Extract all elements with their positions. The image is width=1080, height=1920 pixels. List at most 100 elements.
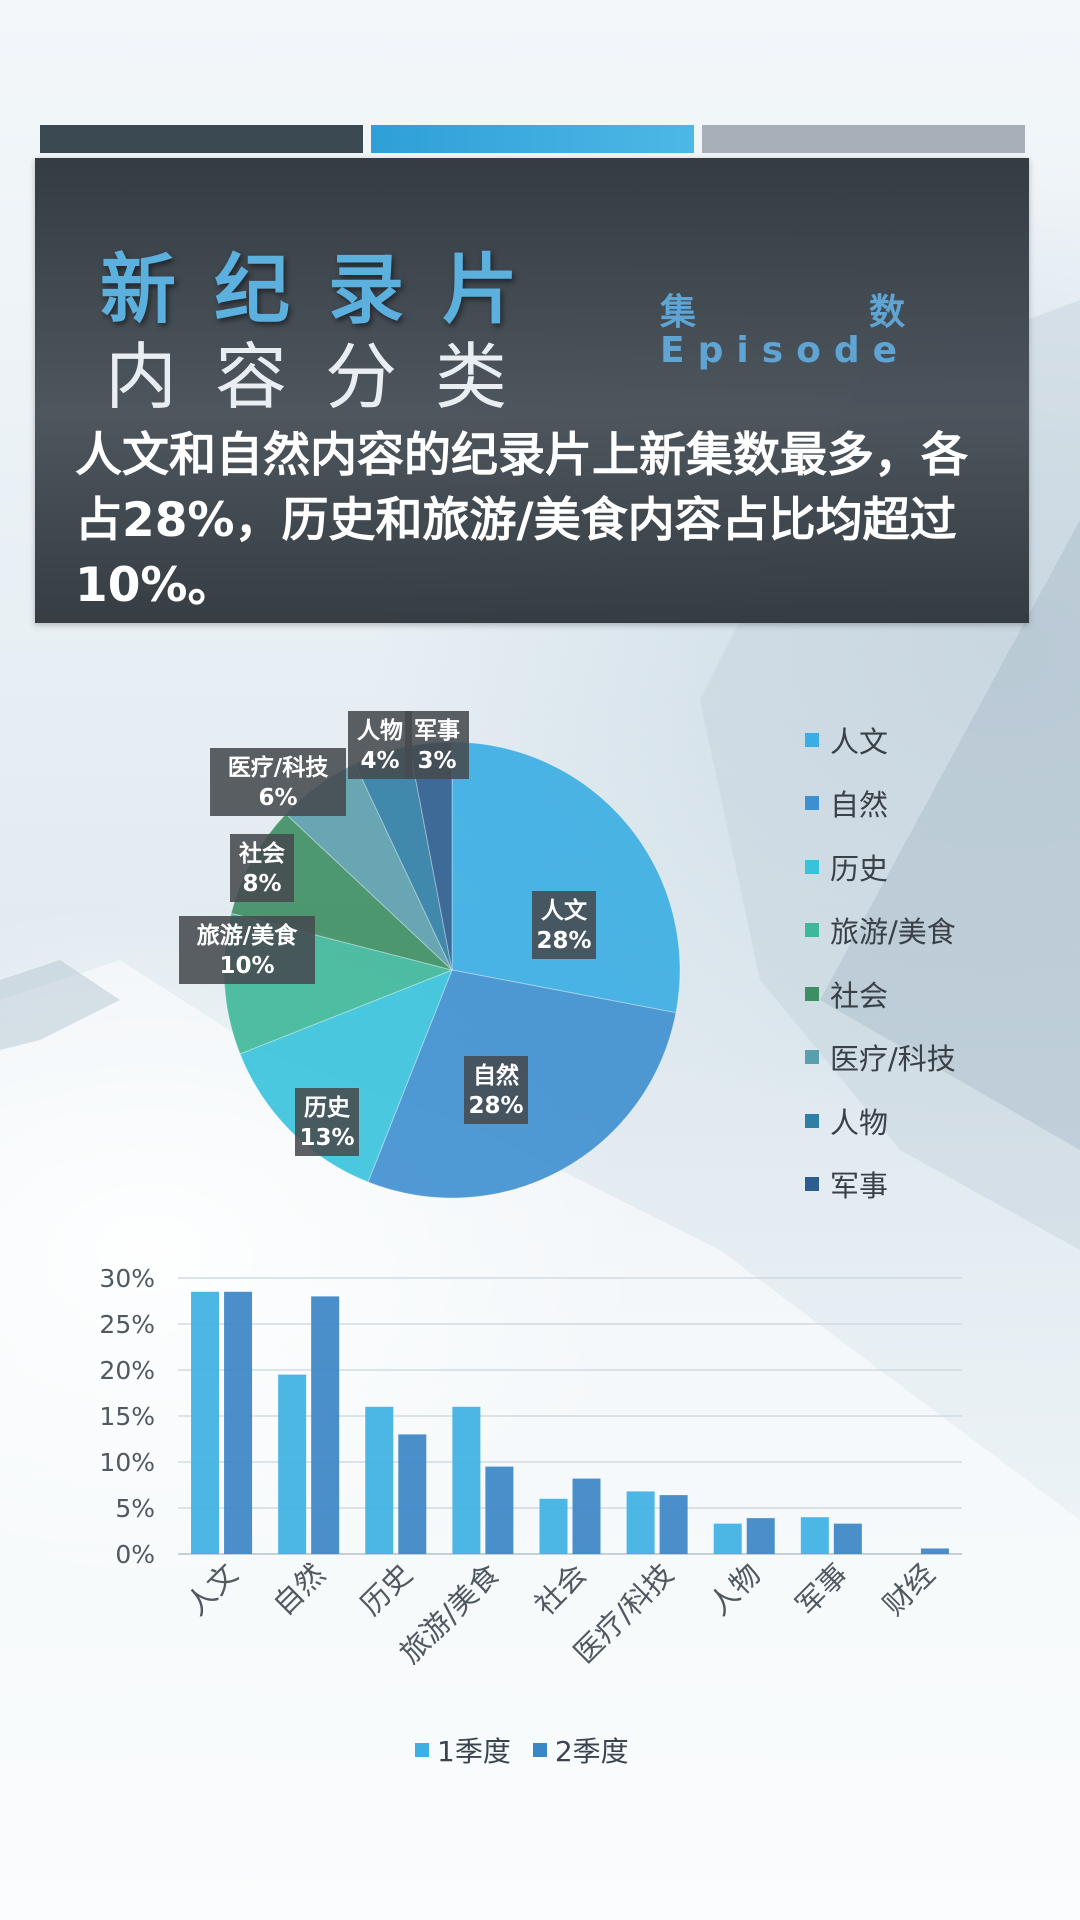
pie-label-6: 人物 4% xyxy=(348,711,412,779)
pie-legend: 人文自然历史旅游/美食社会医疗/科技人物军事 xyxy=(805,708,956,1216)
bar-legend-label-0: 1季度 xyxy=(437,1735,511,1768)
pie-label-0: 人文 28% xyxy=(532,891,596,959)
pie-legend-label-4: 社会 xyxy=(830,978,889,1013)
bar-0-1 xyxy=(278,1374,307,1554)
pie-legend-item-4: 社会 xyxy=(805,962,956,1026)
bar-chart: 0% 5% 10% 15% 20% 25% 30% 人文 自然 历史旅游/美食 社会医疗/科技 人物军… xyxy=(99,1264,962,1670)
y-tick-label-2: 10% xyxy=(99,1448,155,1477)
pie-legend-item-2: 历史 xyxy=(805,835,956,899)
pie-label-name-4: 社会 xyxy=(239,840,285,867)
y-tick-label-1: 5% xyxy=(115,1494,155,1523)
pie-legend-label-5: 医疗/科技 xyxy=(830,1042,956,1077)
page-title-line1: 新纪录片 xyxy=(100,245,556,334)
y-tick-label-6: 30% xyxy=(99,1264,155,1293)
pie-label-box-0 xyxy=(532,891,596,959)
bar-0-3 xyxy=(452,1406,481,1554)
episode-label-en: Episode xyxy=(660,330,911,371)
pie-slice-0 xyxy=(451,741,681,1014)
bar-legend-label-1: 2季度 xyxy=(554,1735,629,1768)
pie-legend-label-6: 人物 xyxy=(830,1105,889,1140)
pie-label-value-1: 28% xyxy=(468,1093,523,1119)
pie-label-name-3: 旅游/美食 xyxy=(197,922,298,949)
bar-0-0 xyxy=(191,1291,220,1554)
bar-1-5 xyxy=(659,1495,688,1554)
pie-legend-label-1: 自然 xyxy=(830,788,889,823)
title-panel: 新纪录片 内容分类 集数 Episode 人文和自然内容的纪录片上新集数最多，各… xyxy=(35,158,1029,623)
bar-legend-swatch-1 xyxy=(532,1743,547,1757)
pie-label-value-3: 10% xyxy=(219,953,274,979)
pie-legend-item-7: 军事 xyxy=(805,1153,956,1217)
pie-legend-item-0: 人文 xyxy=(805,708,956,772)
pie-label-5: 医疗/科技 6% xyxy=(210,748,346,816)
pie-legend-label-0: 人文 xyxy=(830,724,889,759)
pie-legend-swatch-5 xyxy=(805,1050,819,1065)
bar-1-8 xyxy=(920,1548,949,1554)
pie-legend-swatch-1 xyxy=(805,796,819,811)
bar-1-0 xyxy=(224,1291,253,1554)
pie-label-value-4: 8% xyxy=(242,871,281,897)
bar-legend: 1季度 2季度 xyxy=(415,1730,651,1770)
bar-0-4 xyxy=(539,1498,568,1554)
bar-legend-swatch-0 xyxy=(415,1743,429,1757)
pie-label-box-4 xyxy=(230,834,294,902)
pie-label-4: 社会 8% xyxy=(230,834,294,902)
bar-0-2 xyxy=(365,1406,394,1554)
x-tick-label-6: 人物 xyxy=(702,1557,767,1622)
pie-label-value-6: 4% xyxy=(360,748,399,774)
episode-label-cn: 集数 xyxy=(660,292,905,333)
pie-legend-label-2: 历史 xyxy=(830,851,889,886)
pie-legend-item-3: 旅游/美食 xyxy=(805,899,956,963)
pie-label-name-7: 军事 xyxy=(414,718,460,744)
bar-1-1 xyxy=(311,1296,340,1554)
pie-label-box-1 xyxy=(464,1056,528,1124)
bar-1-3 xyxy=(485,1466,514,1554)
pie-label-box-7 xyxy=(405,711,469,779)
pie-label-value-2: 13% xyxy=(299,1125,354,1151)
x-tick-label-7: 军事 xyxy=(789,1557,854,1622)
pie-legend-swatch-7 xyxy=(805,1177,819,1192)
y-tick-label-0: 0% xyxy=(115,1540,155,1569)
pie-label-name-5: 医疗/科技 xyxy=(228,754,329,781)
pie-legend-item-6: 人物 xyxy=(805,1089,956,1153)
page-title-line2: 内容分类 xyxy=(105,335,546,419)
pie-legend-item-5: 医疗/科技 xyxy=(805,1026,956,1090)
x-tick-label-1: 自然 xyxy=(267,1557,332,1622)
decor-bar-blue xyxy=(371,125,694,153)
pie-labels: 人文28%自然28%历史13%旅游/美食10%社会8%医疗/科技6%人物4%军事… xyxy=(179,711,596,1156)
pie-label-box-6 xyxy=(348,711,412,779)
pie-label-7: 军事 3% xyxy=(405,711,469,779)
y-tick-label-5: 25% xyxy=(99,1310,155,1339)
decor-bar-dark xyxy=(40,125,363,153)
pie-legend-label-3: 旅游/美食 xyxy=(830,915,956,950)
pie-label-value-0: 28% xyxy=(536,928,591,954)
bar-0-7 xyxy=(800,1517,829,1554)
pie-label-value-7: 3% xyxy=(417,748,456,774)
pie-label-box-3 xyxy=(179,916,315,984)
y-tick-label-3: 15% xyxy=(99,1402,155,1431)
pie-label-1: 自然 28% xyxy=(464,1056,528,1124)
pie-label-name-0: 人文 xyxy=(541,897,588,924)
pie-label-2: 历史 13% xyxy=(295,1088,359,1156)
header-decor-bars xyxy=(40,125,1025,153)
pie-label-name-2: 历史 xyxy=(304,1095,351,1121)
pie-label-3: 旅游/美食 10% xyxy=(179,916,315,984)
bar-1-2 xyxy=(398,1434,427,1554)
x-tick-label-0: 人文 xyxy=(179,1557,244,1622)
pie-legend-item-1: 自然 xyxy=(805,772,956,836)
pie-legend-swatch-2 xyxy=(805,859,819,874)
pie-label-value-5: 6% xyxy=(258,785,297,811)
pie-legend-swatch-0 xyxy=(805,732,819,747)
bar-legend-item-1: 2季度 xyxy=(532,1730,629,1770)
bar-gridlines xyxy=(178,1277,962,1555)
y-tick-label-4: 20% xyxy=(99,1356,155,1385)
pie-label-name-1: 自然 xyxy=(473,1062,519,1089)
pie-label-box-2 xyxy=(295,1088,359,1156)
summary-text: 人文和自然内容的纪录片上新集数最多，各占28%，历史和旅游/美食内容占比均超过1… xyxy=(75,428,968,613)
decor-bar-gray xyxy=(702,125,1025,153)
bar-series xyxy=(191,1291,949,1554)
pie-chart: 人文28%自然28%历史13%旅游/美食10%社会8%医疗/科技6%人物4%军事… xyxy=(179,711,681,1199)
pie-label-name-6: 人物 xyxy=(357,717,403,744)
pie-legend-swatch-3 xyxy=(805,923,819,938)
bar-1-7 xyxy=(833,1523,862,1554)
pie-legend-swatch-4 xyxy=(805,986,819,1001)
